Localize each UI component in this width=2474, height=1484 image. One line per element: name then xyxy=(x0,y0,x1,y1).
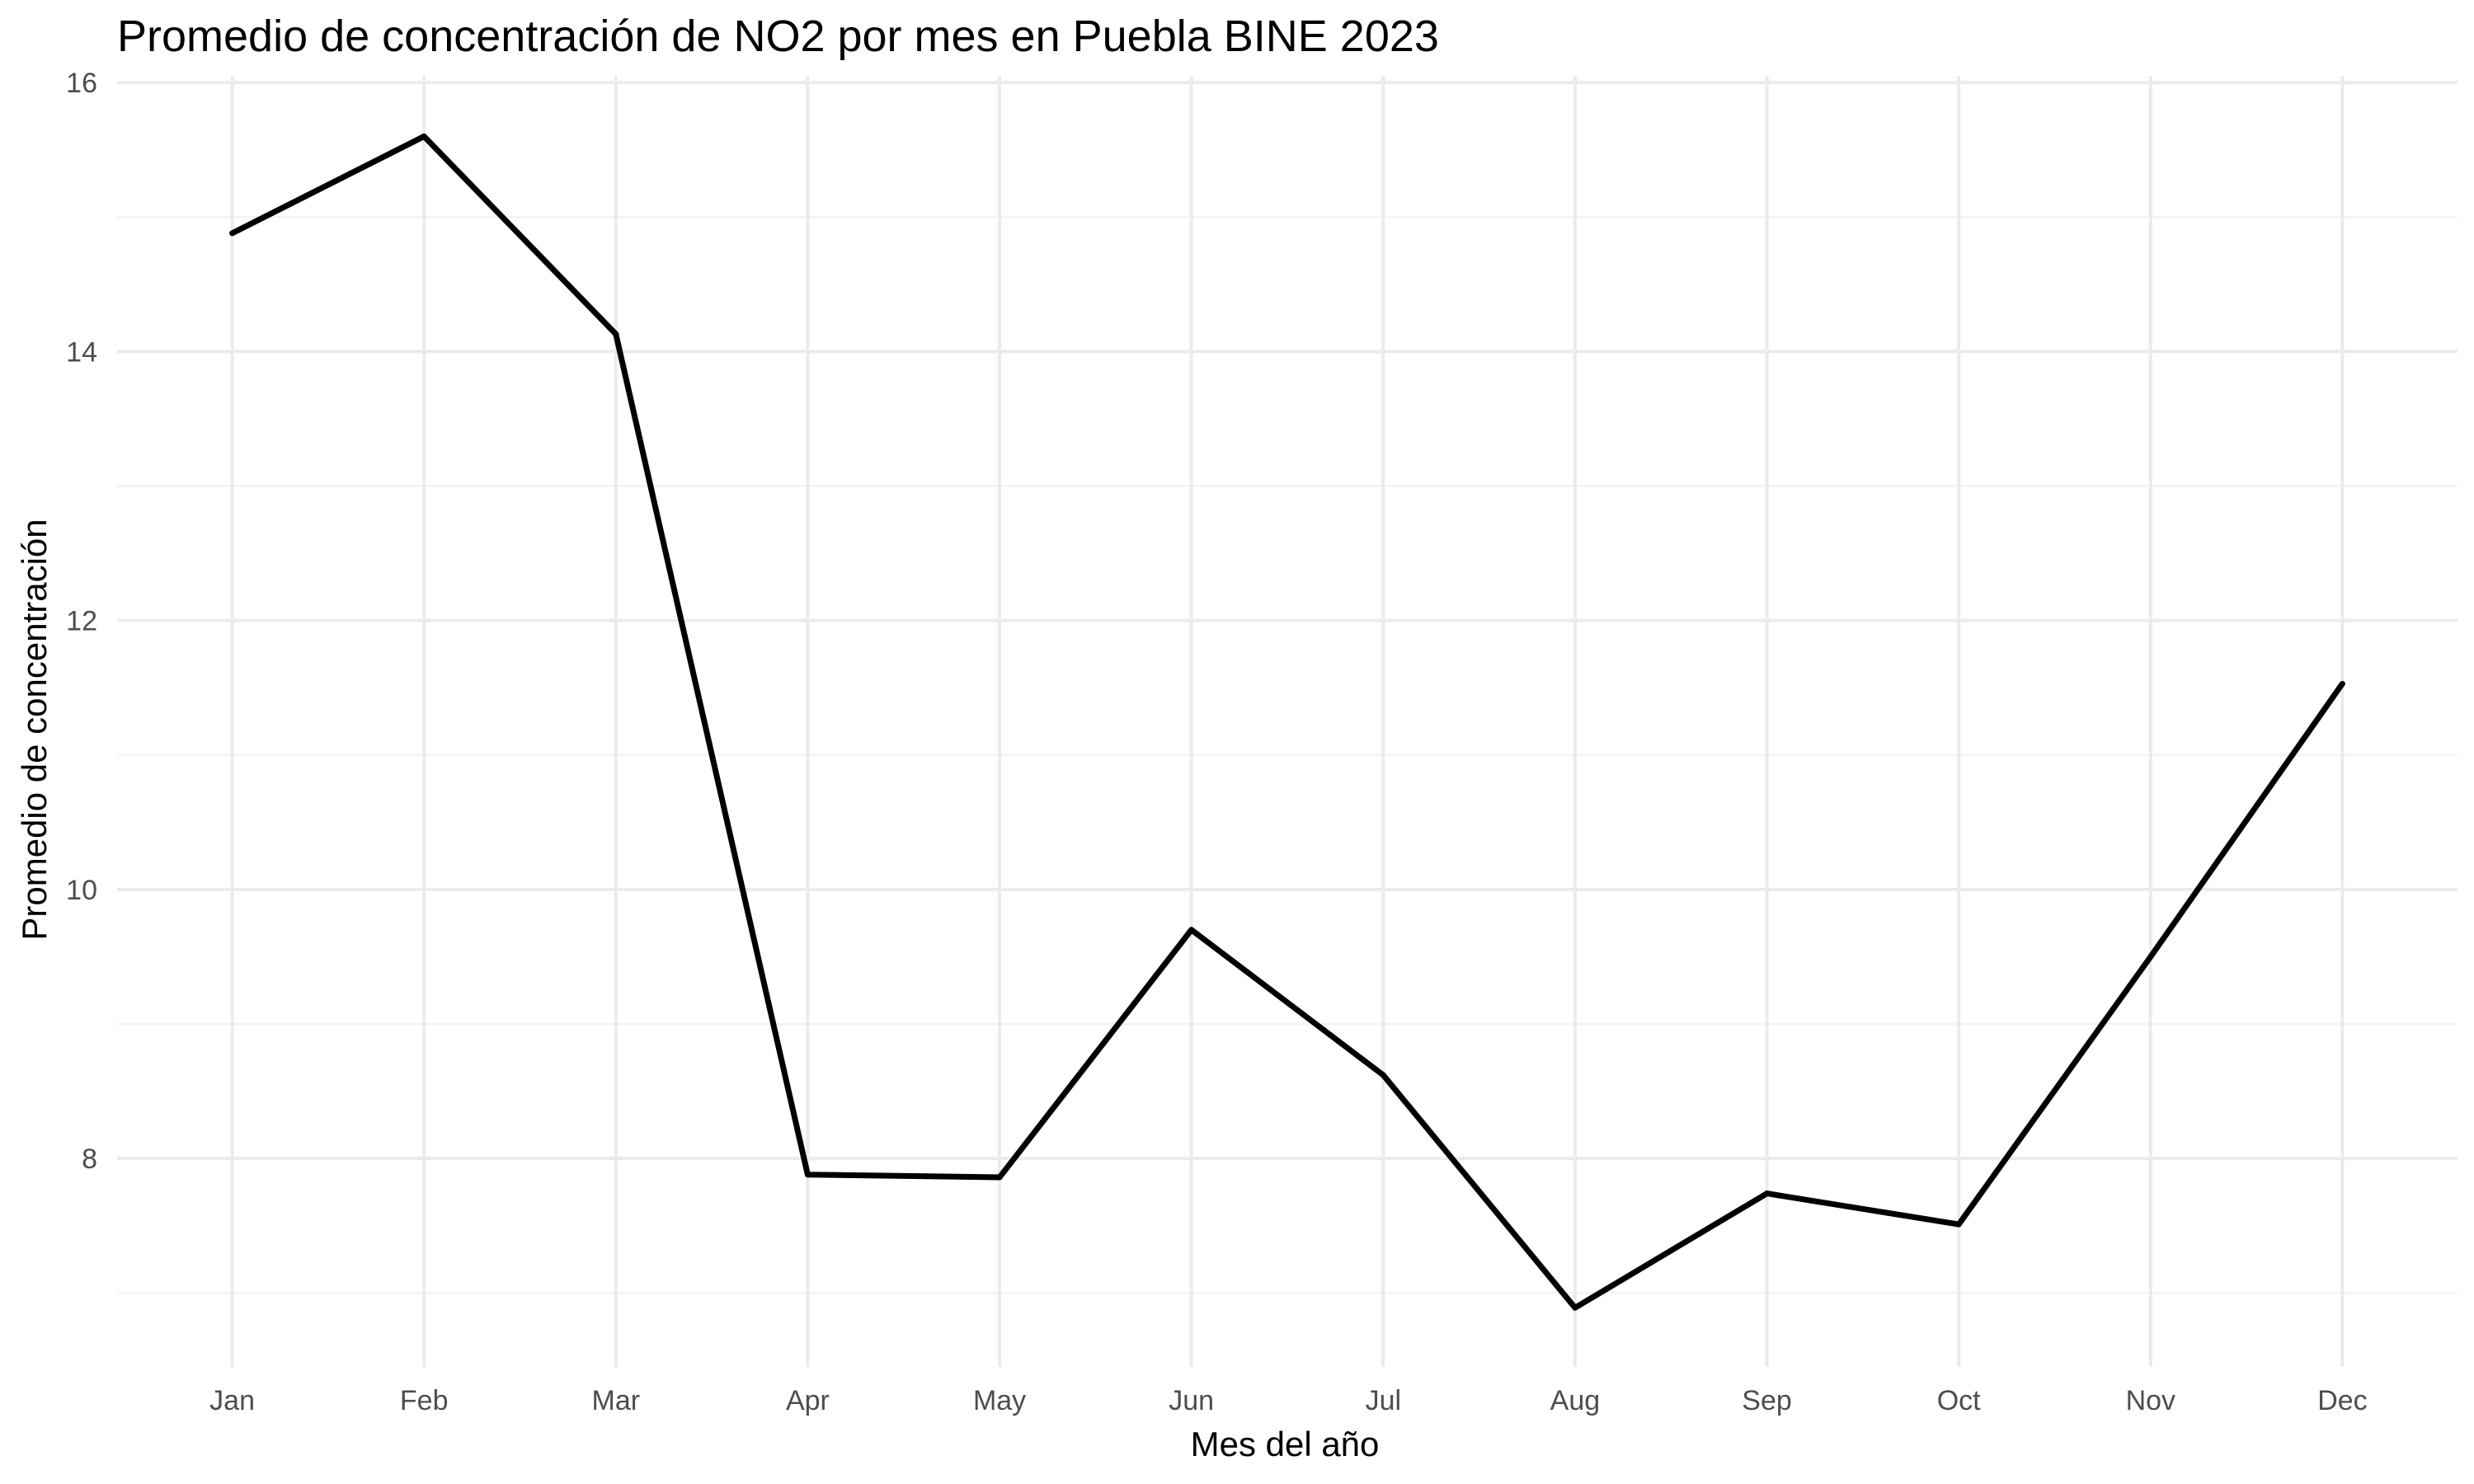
x-tick-label: Dec xyxy=(2317,1385,2367,1416)
data-point xyxy=(613,331,619,337)
x-tick-label: Jul xyxy=(1366,1385,1401,1416)
x-tick-label: Mar xyxy=(592,1385,641,1416)
x-tick-label: Jan xyxy=(209,1385,255,1416)
y-tick-label: 8 xyxy=(82,1144,97,1175)
x-tick-label: Oct xyxy=(1937,1385,1981,1416)
data-point xyxy=(996,1174,1003,1181)
y-tick-labels: 8 10 12 14 16 xyxy=(66,68,97,1175)
y-tick-label: 16 xyxy=(66,68,97,99)
data-point xyxy=(1764,1190,1771,1197)
x-axis-title: Mes del año xyxy=(1191,1425,1380,1463)
data-point xyxy=(2339,680,2345,687)
series-layer xyxy=(229,133,2345,1311)
x-tick-label: Nov xyxy=(2126,1385,2175,1416)
series-line xyxy=(231,133,2345,1311)
grid-lines xyxy=(117,76,2458,1367)
x-tick-labels: Jan Feb Mar Apr May Jun Jul Aug Sep Oct Nov Dec xyxy=(209,1385,2368,1416)
x-tick-label: Jun xyxy=(1169,1385,1214,1416)
y-tick-label: 14 xyxy=(66,336,97,368)
data-point xyxy=(229,230,236,237)
x-tick-label: Apr xyxy=(786,1385,830,1416)
data-point xyxy=(1188,927,1195,933)
data-point xyxy=(1380,1072,1386,1078)
chart-title: Promedio de concentración de NO2 por mes… xyxy=(117,12,1439,61)
y-axis-title: Promedio de concentración xyxy=(15,519,54,940)
data-point xyxy=(1572,1304,1578,1311)
data-point xyxy=(804,1172,811,1178)
y-tick-label: 10 xyxy=(66,875,97,906)
x-tick-label: Aug xyxy=(1550,1385,1601,1416)
x-tick-label: May xyxy=(973,1385,1026,1416)
y-tick-label: 12 xyxy=(66,606,97,637)
x-tick-label: Feb xyxy=(400,1385,449,1416)
data-point xyxy=(421,133,427,139)
data-point xyxy=(1955,1221,1962,1228)
x-tick-label: Sep xyxy=(1742,1385,1792,1416)
data-point xyxy=(2147,953,2154,960)
